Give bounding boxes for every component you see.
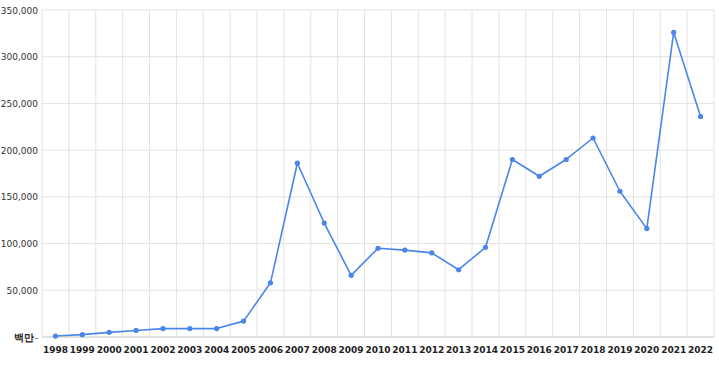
- y-grid: [42, 150, 714, 151]
- point: [644, 226, 649, 231]
- x-tick-label: 2022: [688, 345, 713, 355]
- point: [268, 280, 273, 285]
- y-tick-label: 300,000: [1, 52, 38, 62]
- category-grid: [687, 10, 688, 337]
- y-grid: [42, 103, 714, 104]
- category-grid: [68, 10, 69, 337]
- x-tick-label: 2006: [258, 345, 283, 355]
- chart-container: - 50,000 100,000 150,000 200,000 250,000 300,0…: [0, 0, 719, 367]
- point: [349, 273, 354, 278]
- point: [53, 333, 58, 338]
- x-tick-label: 2010: [365, 345, 390, 355]
- x-tick-label: 2014: [473, 345, 498, 355]
- point: [187, 326, 192, 331]
- category-grid: [122, 10, 123, 337]
- x-tick-label: 2019: [607, 345, 632, 355]
- category-grid: [42, 10, 43, 337]
- point: [564, 157, 569, 162]
- category-grid: [95, 10, 96, 337]
- y-grid: [42, 10, 714, 11]
- point: [160, 326, 165, 331]
- x-tick-label: 2015: [500, 345, 525, 355]
- x-tick-label: 2004: [204, 345, 229, 355]
- point: [510, 157, 515, 162]
- point: [483, 245, 488, 250]
- y-tick-label: 100,000: [1, 239, 38, 249]
- category-grid: [579, 10, 580, 337]
- category-grid: [633, 10, 634, 337]
- plot-area: [53, 30, 703, 339]
- y-grid: [42, 56, 714, 57]
- point: [456, 267, 461, 272]
- category-grid: [310, 10, 311, 337]
- series-line: [55, 32, 700, 336]
- category-grid: [472, 10, 473, 337]
- category-grid: [149, 10, 150, 337]
- y-tick-label: 250,000: [1, 99, 38, 109]
- point: [133, 328, 138, 333]
- y-grid: [42, 337, 714, 338]
- point: [375, 246, 380, 251]
- x-tick-label: 2013: [446, 345, 471, 355]
- x-tick-label: 2009: [339, 345, 364, 355]
- x-tick-label: 2011: [392, 345, 417, 355]
- category-grid: [498, 10, 499, 337]
- category-grid: [525, 10, 526, 337]
- y-tick-label: 50,000: [7, 286, 39, 296]
- point: [107, 330, 112, 335]
- x-tick-label: 2021: [661, 345, 686, 355]
- x-tick-label: 2001: [124, 345, 149, 355]
- point: [80, 332, 85, 337]
- category-grid: [283, 10, 284, 337]
- x-tick-label: 2002: [150, 345, 175, 355]
- x-tick-label: 2017: [554, 345, 579, 355]
- point: [402, 248, 407, 253]
- category-grid: [445, 10, 446, 337]
- category-grid: [337, 10, 338, 337]
- category-grid: [418, 10, 419, 337]
- y-axis-label: 백만: [14, 332, 34, 343]
- x-tick-label: 2016: [527, 345, 552, 355]
- category-grid: [552, 10, 553, 337]
- category-grid: [660, 10, 661, 337]
- point: [241, 319, 246, 324]
- category-grid: [606, 10, 607, 337]
- category-grid: [230, 10, 231, 337]
- category-grid: [391, 10, 392, 337]
- point: [698, 114, 703, 119]
- chart-svg: - 50,000 100,000 150,000 200,000 250,000 300,0…: [0, 0, 719, 367]
- x-tick-label: 2008: [312, 345, 337, 355]
- x-tick-label: 2007: [285, 345, 310, 355]
- point: [322, 220, 327, 225]
- category-grid: [176, 10, 177, 337]
- y-tick-label: 350,000: [1, 6, 38, 16]
- x-tick-label: 2005: [231, 345, 256, 355]
- x-tick-label: 2020: [634, 345, 659, 355]
- y-tick-label: 200,000: [1, 146, 38, 156]
- x-tick-label: 1998: [43, 345, 68, 355]
- point: [590, 135, 595, 140]
- x-tick-label: 2018: [581, 345, 606, 355]
- point: [214, 326, 219, 331]
- category-grid: [203, 10, 204, 337]
- x-tick-label: 2012: [419, 345, 444, 355]
- point: [429, 250, 434, 255]
- x-tick-label: 2003: [177, 345, 202, 355]
- point: [617, 189, 622, 194]
- x-tick-label: 2000: [97, 345, 122, 355]
- category-grid: [364, 10, 365, 337]
- category-grid: [714, 10, 715, 337]
- x-tick-label: 1999: [70, 345, 95, 355]
- x-axis: [42, 337, 714, 338]
- y-grid: [42, 196, 714, 197]
- category-grid: [257, 10, 258, 337]
- y-grid: [42, 290, 714, 291]
- point: [671, 30, 676, 35]
- point: [537, 174, 542, 179]
- y-tick-label: -: [35, 333, 38, 343]
- y-tick-label: 150,000: [1, 192, 38, 202]
- point: [295, 161, 300, 166]
- y-grid: [42, 243, 714, 244]
